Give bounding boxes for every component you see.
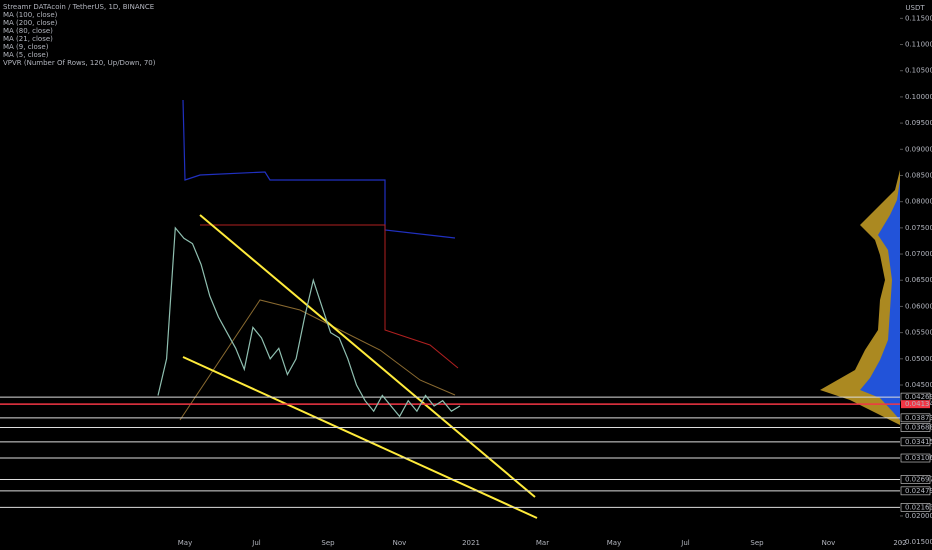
ma-100	[200, 224, 459, 369]
level-label: 0.03106	[905, 454, 932, 462]
ma-200	[182, 99, 456, 239]
legend-entry: MA (100, close)	[3, 11, 58, 19]
level-label: 0.02163	[905, 503, 932, 511]
y-tick-label: 0.05000	[905, 355, 932, 363]
x-tick-label: Sep	[321, 539, 335, 547]
vpvr-down	[860, 180, 900, 420]
level-box	[900, 423, 931, 432]
y-tick-label: 0.07500	[905, 224, 932, 232]
x-tick-label: Jul	[251, 539, 261, 547]
legend-entry: MA (21, close)	[3, 35, 53, 43]
y-tick-label: 0.05500	[905, 329, 932, 337]
legend-entry: VPVR (Number Of Rows, 120, Up/Down, 70)	[3, 59, 156, 67]
x-tick-label: 202	[893, 539, 906, 547]
legend-entry: MA (9, close)	[3, 43, 49, 51]
x-tick-label: May	[607, 539, 621, 547]
legend-entry: MA (80, close)	[3, 27, 53, 35]
y-tick-label: 0.10500	[905, 67, 932, 75]
x-tick-label: Jul	[680, 539, 690, 547]
level-box	[900, 486, 931, 496]
y-tick-label: 0.04500	[905, 381, 932, 389]
y-tick-label: 0.09000	[905, 145, 932, 153]
currency: USDT	[905, 4, 925, 12]
x-tick-label: Nov	[822, 539, 836, 547]
ma-80	[179, 299, 456, 421]
x-tick-label: Nov	[393, 539, 407, 547]
volume-profile	[820, 170, 900, 425]
y-tick-label: 0.02000	[905, 512, 932, 520]
y-tick-label: 0.08500	[905, 171, 932, 179]
level-label: 0.03688	[905, 424, 932, 432]
legend: Streamr DATAcoin / TetherUS, 1D, BINANCE…	[3, 3, 156, 67]
legend-entry: MA (200, close)	[3, 19, 58, 27]
level-box	[900, 503, 931, 512]
x-tick-label: Mar	[536, 539, 549, 547]
legend-entry: Streamr DATAcoin / TetherUS, 1D, BINANCE	[3, 3, 154, 11]
y-tick-label: 0.09500	[905, 119, 932, 127]
y-tick-label: 0.10000	[905, 93, 932, 101]
y-tick-label: 0.08000	[905, 198, 932, 206]
x-tick-label: May	[178, 539, 192, 547]
last-price-box	[901, 400, 930, 409]
legend-entry: MA (5, close)	[3, 51, 49, 59]
level-label: 0.03415	[905, 438, 932, 446]
level-box	[900, 437, 931, 447]
y-tick-label: 0.06500	[905, 276, 932, 284]
y-tick-label: 0.01500	[905, 538, 932, 546]
y-tick-label: 0.06000	[905, 302, 932, 310]
y-tick-label: 0.11500	[905, 14, 932, 22]
level-box	[900, 475, 931, 484]
last-price-label: 0.04134	[905, 400, 932, 408]
level-label: 0.03873	[905, 414, 932, 422]
y-tick-label: 0.11000	[905, 41, 932, 49]
level-label: 0.02697	[905, 475, 932, 483]
level-box	[900, 413, 931, 423]
level-box	[900, 453, 931, 463]
trendline-upper	[199, 214, 536, 498]
level-label: 0.02479	[905, 487, 932, 495]
price-line	[157, 226, 461, 418]
x-tick-label: 2021	[462, 539, 480, 547]
y-tick-label: 0.07000	[905, 250, 932, 258]
level-label: 0.04269	[905, 393, 932, 401]
x-tick-label: Sep	[750, 539, 764, 547]
